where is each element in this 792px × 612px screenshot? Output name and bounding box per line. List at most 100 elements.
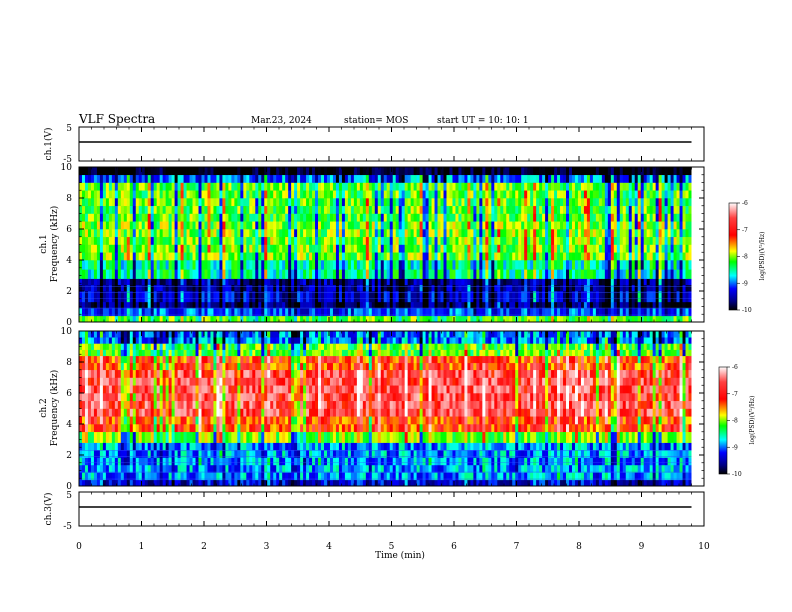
- spectrogram-cell: [359, 308, 364, 317]
- spectrogram-cell: [601, 252, 606, 261]
- spectrogram-cell: [347, 221, 352, 230]
- spectrogram-cell: [476, 244, 480, 253]
- spectrogram-cell: [267, 198, 271, 207]
- spectrogram-cell: [111, 479, 116, 486]
- spectrogram-cell: [132, 377, 137, 386]
- spectrogram-cell: [255, 308, 259, 317]
- spectrogram-cell: [315, 284, 319, 292]
- spectrogram-cell: [628, 308, 633, 317]
- spectrogram-cell: [87, 331, 92, 338]
- spectrogram-cell: [518, 278, 522, 286]
- spectrogram-cell: [237, 252, 241, 261]
- spectrogram-cell: [661, 308, 666, 317]
- spectrogram-cell: [84, 167, 89, 176]
- spectrogram-cell: [159, 205, 164, 214]
- spectrogram-cell: [174, 291, 178, 303]
- spectrogram-cell: [359, 229, 364, 238]
- spectrogram-cell: [344, 198, 349, 207]
- spectrogram-cell: [500, 236, 504, 245]
- spectrogram-cell: [105, 464, 110, 473]
- spectrogram-cell: [622, 205, 627, 214]
- spectrogram-cell: [676, 291, 680, 303]
- spectrogram-cell: [84, 308, 89, 317]
- spectrogram-cell: [380, 301, 385, 309]
- date-label: Mar.23, 2024: [251, 116, 312, 126]
- spectrogram-cell: [138, 278, 143, 286]
- spectrogram-cell: [482, 278, 486, 286]
- spectrogram-cell: [664, 174, 668, 183]
- spectrogram-cell: [81, 301, 86, 309]
- spectrogram-cell: [494, 213, 498, 222]
- spectrogram-cell: [500, 260, 504, 270]
- spectrogram-cell: [207, 291, 211, 303]
- spectrogram-cell: [425, 198, 429, 207]
- spectrogram-cell: [79, 229, 83, 238]
- spectrogram-cell: [111, 416, 116, 425]
- spectrogram-cell: [165, 236, 170, 245]
- spectrogram-cell: [162, 301, 167, 309]
- spectrogram-cell: [132, 236, 137, 245]
- spectrogram-cell: [566, 269, 570, 279]
- spectrogram-cell: [452, 205, 456, 214]
- spectrogram-cell: [204, 291, 208, 303]
- spectrogram-cell: [389, 269, 394, 279]
- spectrogram-cell: [682, 291, 686, 303]
- spectrogram-cell: [619, 182, 624, 191]
- spectrogram-cell: [563, 291, 567, 303]
- spectrogram-cell: [640, 167, 645, 176]
- spectrogram-cell: [443, 278, 447, 286]
- spectrogram-cell: [631, 190, 636, 199]
- spectrogram-cell: [189, 349, 193, 357]
- spectrogram-cell: [84, 349, 89, 357]
- spectrogram-cell: [616, 167, 621, 176]
- spectrogram-cell: [141, 369, 146, 378]
- spectrogram-cell: [604, 229, 609, 238]
- spectrogram-cell: [634, 229, 639, 238]
- spectrogram-cell: [389, 229, 394, 238]
- spectrogram-cell: [120, 355, 125, 364]
- spectrogram-cell: [183, 167, 187, 176]
- spectrogram-cell: [503, 174, 507, 183]
- spectrogram-cell: [667, 315, 671, 322]
- spectrogram-cell: [126, 174, 131, 183]
- spectrogram-cell: [452, 190, 456, 199]
- spectrogram-cell: [159, 393, 164, 402]
- spectrogram-cell: [383, 278, 388, 286]
- spectrogram-cell: [407, 284, 412, 292]
- spectrogram-cell: [282, 284, 286, 292]
- spectrogram-cell: [123, 213, 128, 222]
- spectrogram-cell: [159, 221, 164, 230]
- spectrogram-cell: [162, 457, 167, 466]
- spectrogram-cell: [413, 167, 418, 176]
- spectrogram-cell: [664, 198, 668, 207]
- spectrogram-cell: [604, 252, 609, 261]
- spectrogram-cell: [129, 167, 134, 176]
- spectrogram-cell: [81, 355, 86, 364]
- spectrogram-cell: [497, 182, 501, 191]
- spectrogram-cell: [132, 205, 137, 214]
- spectrogram-cell: [676, 174, 680, 183]
- spectrogram-cell: [195, 252, 199, 261]
- spectrogram-cell: [631, 252, 636, 261]
- spectrogram-cell: [338, 229, 343, 238]
- spectrogram-cell: [177, 244, 181, 253]
- spectrogram-cell: [383, 260, 388, 270]
- spectrogram-cell: [273, 221, 277, 230]
- spectrogram-cell: [407, 221, 412, 230]
- spectrogram-cell: [237, 190, 241, 199]
- spectrogram-cell: [93, 308, 98, 317]
- spectrogram-cell: [446, 301, 450, 309]
- spectrogram-cell: [123, 244, 128, 253]
- spectrogram-cell: [207, 308, 211, 317]
- spectrogram-cell: [664, 229, 668, 238]
- spectrogram-cell: [682, 301, 686, 309]
- spectrogram-cell: [105, 369, 110, 378]
- spectrogram-cell: [610, 278, 615, 286]
- spectrogram-cell: [225, 252, 229, 261]
- spectrogram-cell: [288, 182, 292, 191]
- spectrogram-cell: [288, 167, 292, 176]
- spectrogram-cell: [162, 190, 167, 199]
- spectrogram-cell: [204, 205, 208, 214]
- spectrogram-cell: [574, 269, 579, 279]
- spectrogram-cell: [598, 284, 603, 292]
